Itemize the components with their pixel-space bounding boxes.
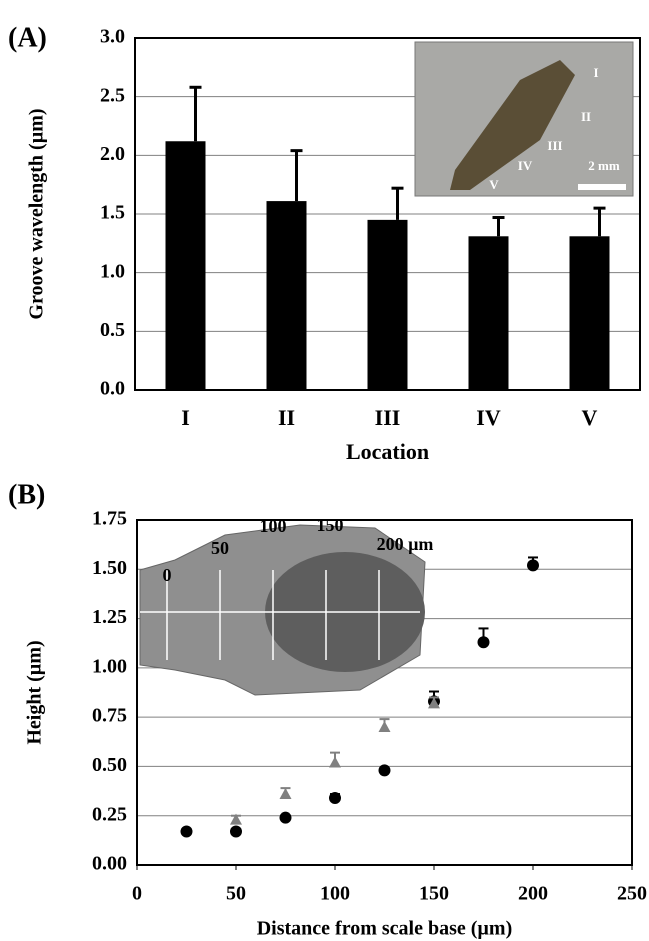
x-tick-label: 250: [617, 883, 647, 905]
plot-frame: [136, 519, 633, 866]
x-tick-label: III: [375, 405, 401, 430]
bar: [569, 236, 610, 390]
panel-label: (A): [8, 22, 47, 53]
marker: [378, 721, 391, 732]
x-tick-label: V: [582, 405, 598, 430]
x-tick-label: 200: [518, 883, 548, 905]
marker: [230, 813, 242, 825]
y-tick-label: 1.5: [100, 202, 125, 224]
y-tick-label: 1.75: [92, 508, 127, 530]
y-tick-label: 0.75: [92, 705, 127, 727]
bar: [266, 201, 307, 390]
y-tick-label: 1.00: [92, 655, 127, 677]
inset-label: 50: [211, 538, 229, 558]
bar: [165, 141, 206, 390]
x-tick-label: 0: [132, 883, 142, 905]
x-tick-label: II: [278, 405, 295, 430]
inset-label: V: [489, 177, 499, 192]
y-tick-label: 1.0: [100, 260, 125, 282]
y-tick-label: 1.25: [92, 606, 127, 628]
y-tick-label: 3.0: [100, 26, 125, 48]
x-axis-label: Location: [346, 439, 429, 464]
marker: [477, 636, 490, 649]
marker: [279, 788, 292, 800]
y-axis-label: Groove wavelength (µm): [26, 108, 48, 319]
inset-label: 200 µm: [377, 534, 434, 554]
inset-label: II: [581, 109, 591, 124]
inset-insect: [450, 60, 575, 190]
marker: [428, 697, 440, 709]
y-tick-label: 0.50: [92, 754, 127, 776]
marker: [279, 811, 292, 824]
marker: [527, 559, 539, 572]
bar: [468, 236, 509, 390]
marker: [378, 764, 391, 777]
plot-frame: [134, 37, 641, 391]
inset-label: I: [593, 65, 598, 80]
inset-label: 150: [317, 515, 344, 535]
inset-label: III: [547, 138, 562, 153]
inset-label: IV: [518, 158, 533, 173]
x-tick-label: 50: [226, 883, 246, 905]
y-tick-label: 2.0: [100, 143, 125, 165]
inset-label: 2 mm: [588, 158, 620, 173]
scale-bar: [578, 184, 626, 190]
x-axis-label: Distance from scale base (µm): [257, 918, 513, 940]
y-tick-label: 2.5: [100, 84, 125, 106]
marker: [180, 825, 193, 838]
y-tick-label: 0.25: [92, 803, 127, 825]
marker: [329, 791, 341, 804]
x-tick-label: I: [181, 405, 190, 430]
marker: [230, 825, 242, 838]
panel-label: (B): [8, 479, 45, 510]
x-tick-label: 100: [320, 883, 350, 905]
y-tick-label: 0.5: [100, 319, 125, 341]
inset-label: 0: [163, 565, 172, 585]
x-tick-label: 150: [419, 883, 449, 905]
y-tick-label: 0.00: [92, 853, 127, 875]
marker: [329, 756, 341, 768]
x-tick-label: IV: [476, 405, 501, 430]
y-axis-label: Height (µm): [24, 640, 46, 744]
y-tick-label: 0.0: [100, 378, 125, 400]
bar: [367, 219, 408, 390]
inset-label: 100: [260, 516, 287, 536]
y-tick-label: 1.50: [92, 557, 127, 579]
